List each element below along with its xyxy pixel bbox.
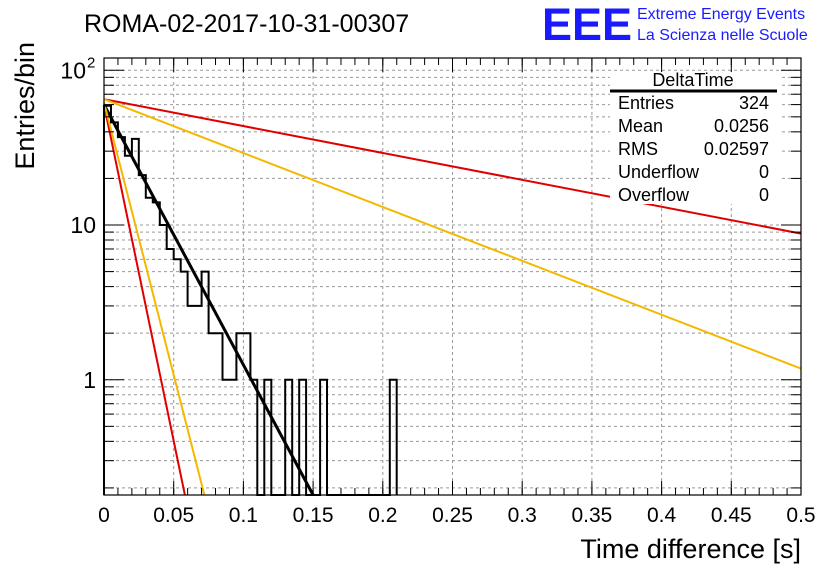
x-tick-label: 0.2	[368, 504, 397, 527]
stats-value: 0	[759, 185, 769, 205]
x-tick-label: 0.35	[571, 504, 612, 527]
stats-value: 0.02597	[704, 139, 769, 159]
x-tick-label: 0.15	[293, 504, 334, 527]
fit-curve	[103, 98, 802, 235]
stats-label: Underflow	[618, 162, 700, 182]
y-tick-label: 10	[70, 212, 96, 238]
histogram-bars	[103, 104, 398, 496]
y-tick-exponent: 2	[87, 54, 95, 71]
axis-ticks: 0 0.05 0.1 0.15 0.2 0.25 0.3 0.35 0.4 0.45 0.5 1 10 1…	[60, 54, 815, 527]
chart-title: ROMA-02-2017-10-31-00307	[84, 10, 409, 38]
stats-label: RMS	[618, 139, 658, 159]
stats-box: DeltaTime Entries 324 Mean 0.0256 RMS 0.…	[610, 70, 782, 205]
x-tick-label: 0	[98, 504, 110, 527]
x-tick-label: 0.4	[647, 504, 677, 527]
x-tick-label: 0.25	[432, 504, 473, 527]
logo-mark: EEE	[542, 0, 632, 50]
logo-line-2: La Scienza nelle Scuole	[637, 27, 808, 44]
stats-box-bg	[610, 72, 782, 204]
x-tick-label: 0.1	[229, 504, 258, 527]
stats-box-title: DeltaTime	[652, 70, 733, 90]
fit-curve	[103, 102, 206, 496]
histogram	[103, 104, 398, 496]
logo-line-1: Extreme Energy Events	[637, 6, 805, 23]
y-axis-label: Entries/bin	[10, 42, 40, 170]
y-tick-label: 10	[60, 57, 86, 83]
x-tick-label: 0.5	[786, 504, 815, 527]
x-tick-label: 0.45	[711, 504, 752, 527]
x-axis-label: Time difference [s]	[580, 534, 801, 564]
stats-value: 324	[739, 93, 769, 113]
grid	[104, 58, 801, 495]
fit-curve	[103, 104, 186, 496]
stats-label: Mean	[618, 116, 663, 136]
stats-label: Overflow	[618, 185, 690, 205]
fit-curve	[103, 98, 802, 370]
stats-value: 0	[759, 162, 769, 182]
eee-logo: EEE Extreme Energy Events La Scienza nel…	[542, 0, 808, 50]
x-tick-label: 0.3	[508, 504, 537, 527]
y-tick-label: 1	[83, 367, 96, 393]
stats-value: 0.0256	[714, 116, 769, 136]
x-tick-label: 0.05	[153, 504, 194, 527]
stats-label: Entries	[618, 93, 674, 113]
